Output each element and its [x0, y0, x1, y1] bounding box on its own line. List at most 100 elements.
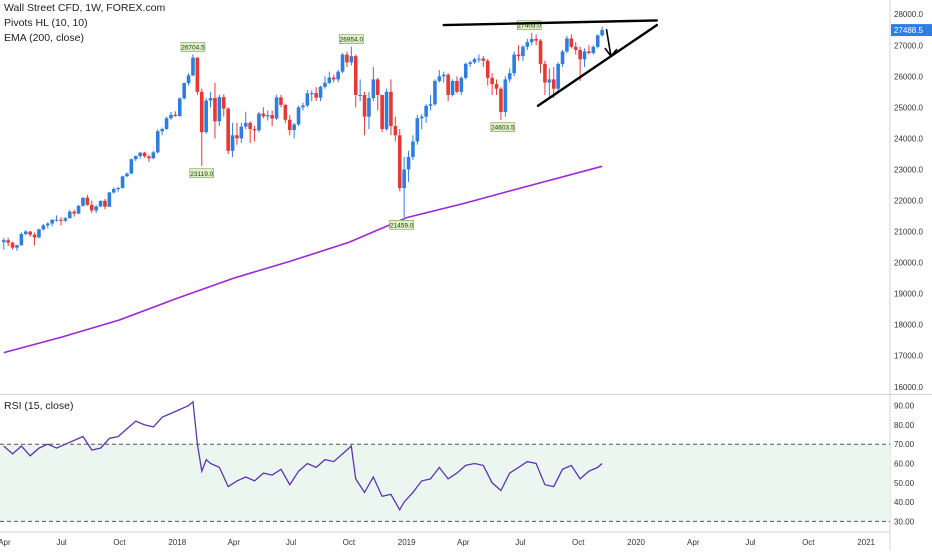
candle-body: [345, 54, 349, 63]
pivot-label-box: [516, 20, 542, 30]
candle-body: [534, 39, 538, 41]
candle-body: [591, 46, 596, 54]
pivot-label-box: [180, 42, 206, 52]
rsi-indicator-label: RSI (15, close): [4, 400, 74, 412]
candle-body: [305, 93, 310, 106]
forecast-arrow-head: [604, 47, 618, 58]
candle-body: [283, 104, 288, 120]
candle-body: [309, 93, 314, 95]
candle-body: [213, 98, 217, 122]
candle-body: [481, 58, 486, 61]
candle-body: [186, 75, 191, 84]
rsi-tick-label: 30.00: [894, 517, 915, 526]
rsi-line: [3, 400, 603, 512]
candle-body: [257, 113, 261, 131]
rsi-band-fill: [0, 444, 890, 522]
candle-body: [98, 200, 103, 207]
candle-body: [595, 35, 600, 47]
time-tick-label: Jul: [515, 538, 525, 547]
candle-body: [191, 57, 195, 76]
candle-body: [503, 79, 508, 113]
candle-body: [270, 115, 274, 119]
candle-body: [327, 77, 332, 83]
candle-body: [182, 83, 186, 99]
candle-body: [204, 100, 208, 133]
candle-body: [265, 115, 270, 117]
candle-body: [155, 131, 160, 153]
candle-body: [89, 204, 94, 211]
price-tick-label: 26000.0: [894, 72, 923, 81]
candle-body: [582, 51, 587, 60]
time-tick-label: Apr: [0, 538, 11, 547]
price-tick-label: 21000.0: [894, 228, 923, 237]
candle-body: [129, 159, 134, 174]
candle-body: [6, 240, 10, 243]
candle-body: [525, 42, 530, 47]
candle-body: [340, 54, 345, 72]
candle-body: [85, 197, 90, 205]
candle-body: [164, 118, 169, 130]
pivot-label-box: [389, 220, 414, 230]
candle-body: [292, 124, 296, 131]
candle-body: [455, 80, 459, 92]
candle-body: [512, 54, 516, 74]
time-tick-label: Oct: [802, 538, 815, 547]
candle-body: [428, 104, 433, 106]
candle-body: [142, 152, 147, 157]
candle-body: [261, 113, 266, 117]
candle-body: [45, 223, 50, 226]
time-tick-label: Apr: [228, 538, 241, 547]
candle-body: [287, 119, 292, 131]
candle-body: [103, 200, 107, 207]
candle-body: [353, 56, 358, 95]
price-tick-label: 23000.0: [894, 165, 923, 174]
candle-body: [133, 156, 138, 160]
candle-body: [15, 245, 19, 248]
candle-body: [331, 77, 336, 80]
forecast-arrow-shaft: [605, 28, 612, 57]
candle-body: [393, 125, 398, 136]
candle-body: [556, 63, 560, 89]
price-tick-label: 17000.0: [894, 352, 923, 361]
time-tick-label: Oct: [343, 538, 356, 547]
time-tick-label: 2020: [627, 538, 645, 547]
candle-body: [138, 152, 142, 157]
candle-body: [477, 58, 481, 60]
pivot-label: 26704.5: [181, 44, 205, 51]
candle-body: [499, 88, 503, 113]
candle-body: [547, 79, 552, 83]
pivot-label: 26954.0: [340, 37, 364, 44]
candle-body: [406, 157, 411, 170]
candle-body: [81, 197, 85, 206]
candle-body: [120, 176, 125, 189]
candle-body: [446, 74, 450, 95]
candle-body: [199, 91, 204, 133]
candle-body: [463, 63, 468, 78]
rsi-tick-label: 70.00: [894, 440, 915, 449]
candle-body: [569, 38, 574, 47]
candle-body: [72, 211, 76, 214]
candle-body: [10, 242, 15, 248]
price-tick-label: 22000.0: [894, 197, 923, 206]
pivot-label-box: [490, 122, 516, 132]
pivot-label: 27403.0: [517, 23, 541, 30]
time-tick-label: Oct: [113, 538, 126, 547]
candle-body: [384, 91, 389, 130]
price-tick-label: 28000.0: [894, 10, 923, 19]
time-tick-label: Apr: [457, 538, 470, 547]
candle-body: [169, 114, 173, 119]
candle-body: [538, 40, 543, 64]
candle-body: [111, 189, 116, 193]
time-tick-label: Apr: [687, 538, 700, 547]
candle-body: [389, 91, 393, 126]
candle-body: [28, 231, 32, 235]
candle-body: [54, 219, 59, 221]
candle-body: [411, 141, 415, 158]
candle-body: [521, 46, 525, 57]
candle-body: [600, 30, 604, 36]
candle-body: [314, 93, 318, 98]
candle-body: [358, 94, 362, 96]
candle-body: [587, 51, 591, 54]
pivot-label: 21459.0: [390, 222, 414, 229]
